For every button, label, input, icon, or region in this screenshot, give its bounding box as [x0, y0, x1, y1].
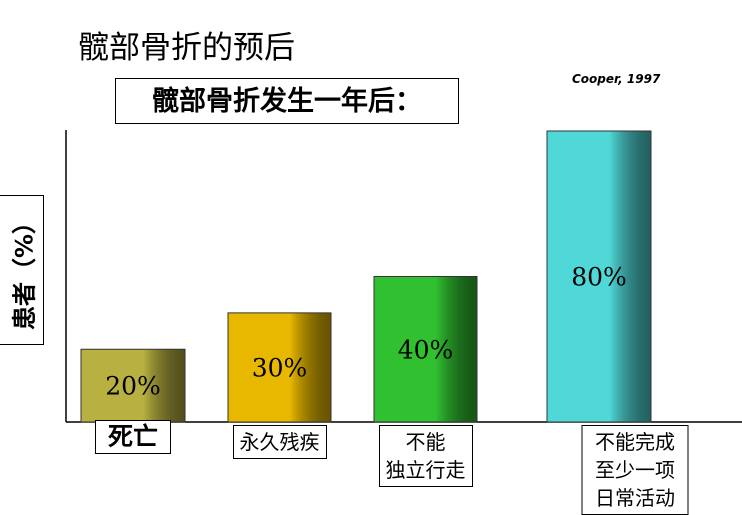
category-label: 不能完成 至少一项日常活动: [581, 425, 689, 515]
y-label: 患者（%）: [10, 209, 38, 331]
value-label: 20%: [105, 372, 161, 401]
subtitle: 髋部骨折发生一年后：: [115, 78, 459, 124]
bar: [227, 312, 332, 423]
chart: 20% 30% 40% 80%: [65, 130, 742, 423]
bar: [373, 276, 478, 423]
category-label: 永久残疾: [232, 425, 327, 459]
value-label: 30%: [252, 353, 308, 382]
value-label: 40%: [398, 335, 454, 364]
category-label: 不能 独立行走: [378, 425, 473, 487]
chart-title: 髋部骨折的预后: [78, 30, 295, 66]
source: Cooper, 1997: [572, 72, 661, 86]
bar: [546, 130, 652, 423]
y-label-box: 患者（%）: [0, 195, 44, 345]
category-label: 死亡: [94, 420, 172, 454]
bar: [80, 348, 186, 423]
page: 20% 30% 40% 80% 髋部骨折的预后 髋部骨折发生一年后： Cooper, …: [0, 30, 742, 515]
value-label: 80%: [571, 263, 627, 292]
